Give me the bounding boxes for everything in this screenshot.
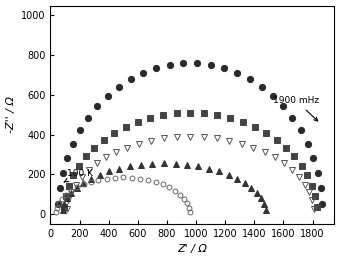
Y-axis label: -Z'' / Ω: -Z'' / Ω	[5, 96, 16, 133]
Text: 100 K: 100 K	[64, 169, 93, 182]
Text: 1900 mHz: 1900 mHz	[273, 96, 319, 121]
X-axis label: Z' / Ω: Z' / Ω	[177, 244, 207, 255]
